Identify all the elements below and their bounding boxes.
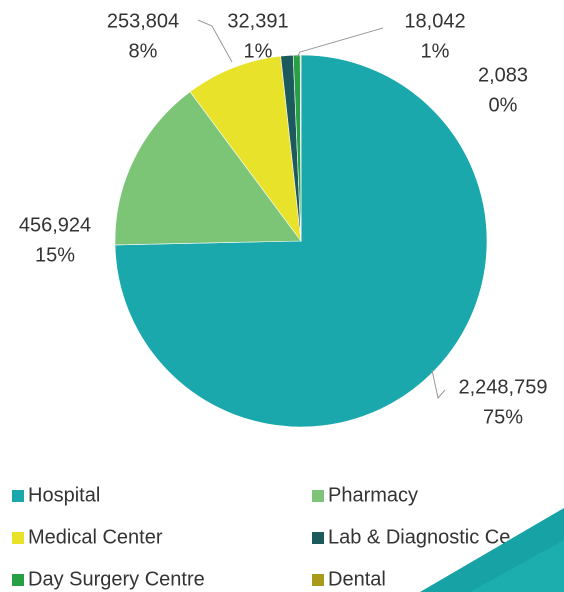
value-label: 2,248,759 xyxy=(459,376,548,398)
page: {"chart_data": {"type": "pie", "categori… xyxy=(0,0,564,592)
percent-label: 75% xyxy=(483,406,523,428)
legend-swatch xyxy=(12,490,24,502)
leader-line xyxy=(432,370,445,398)
legend-swatch xyxy=(312,532,324,544)
value-label: 456,924 xyxy=(19,214,91,236)
percent-label: 1% xyxy=(244,40,273,62)
chart: 2,248,759 75% 456,924 15% 253,804 8% 32,391 1% 1… xyxy=(0,0,564,592)
legend-label: Pharmacy xyxy=(328,484,418,506)
legend-label: Dental xyxy=(328,568,386,590)
legend-swatch xyxy=(12,574,24,586)
legend-label: Lab & Diagnostic Ce xyxy=(328,526,510,548)
percent-label: 15% xyxy=(35,244,75,266)
legend-label: Hospital xyxy=(28,484,100,506)
value-label: 18,042 xyxy=(404,10,465,32)
pie xyxy=(115,55,487,427)
percent-label: 0% xyxy=(489,94,518,116)
legend-swatch xyxy=(312,490,324,502)
value-label: 32,391 xyxy=(227,10,288,32)
value-label: 2,083 xyxy=(478,64,528,86)
percent-label: 8% xyxy=(129,40,158,62)
legend-swatch xyxy=(12,532,24,544)
legend: Hospital Pharmacy Medical Center Lab & Diag… xyxy=(12,484,510,590)
legend-swatch xyxy=(312,574,324,586)
leader-line xyxy=(297,28,383,57)
value-label: 253,804 xyxy=(107,10,179,32)
legend-label: Medical Center xyxy=(28,526,163,548)
legend-label: Day Surgery Centre xyxy=(28,568,205,590)
percent-label: 1% xyxy=(421,40,450,62)
